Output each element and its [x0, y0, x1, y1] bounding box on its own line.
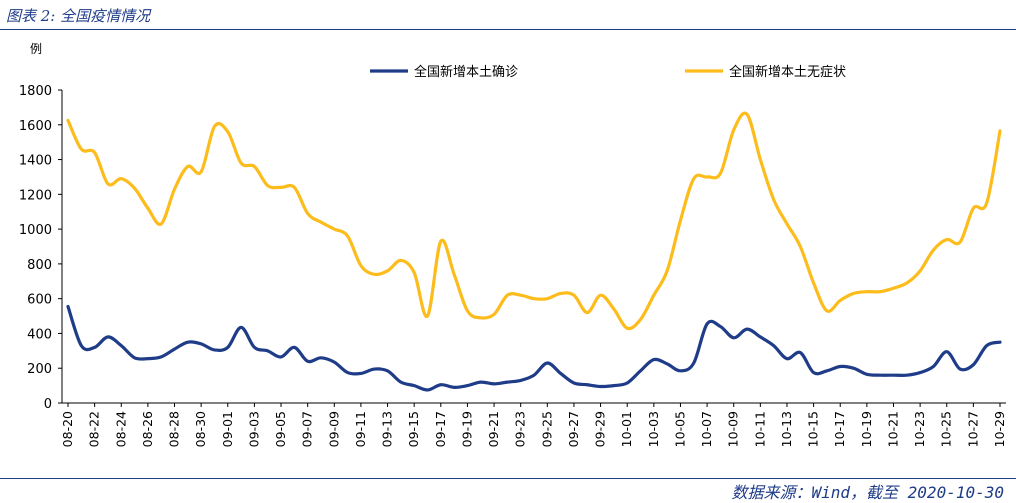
y-tick-label: 600: [27, 293, 52, 308]
x-tick-label: 10-19: [859, 411, 874, 447]
y-tick-label: 800: [27, 258, 52, 273]
x-tick-label: 10-11: [752, 411, 767, 447]
x-tick-label: 10-23: [912, 411, 927, 447]
x-tick-label: 09-11: [353, 411, 368, 447]
x-tick-label: 10-21: [885, 411, 900, 447]
x-tick-label: 08-26: [140, 411, 155, 447]
y-axis-label: 例: [30, 42, 42, 56]
x-tick-label: 08-20: [60, 411, 75, 447]
y-tick-label: 1000: [19, 223, 52, 238]
legend-label: 全国新增本土确诊: [414, 64, 518, 80]
legend-label: 全国新增本土无症状: [729, 64, 846, 80]
x-tick-label: 10-07: [699, 411, 714, 447]
x-tick-label: 10-27: [965, 411, 980, 447]
x-tick-label: 08-30: [193, 411, 208, 447]
y-tick-label: 1400: [19, 154, 52, 169]
series-line-0: [66, 304, 1002, 392]
x-tick-label: 10-13: [779, 411, 794, 447]
x-tick-label: 09-13: [380, 411, 395, 447]
x-tick-label: 10-17: [832, 411, 847, 447]
x-tick-label: 09-05: [273, 411, 288, 447]
x-tick-label: 09-07: [300, 411, 315, 447]
x-tick-label: 10-01: [619, 411, 634, 447]
y-tick-label: 1800: [19, 84, 52, 99]
header-divider: [0, 29, 1016, 30]
x-tick-label: 10-05: [672, 411, 687, 447]
footer-divider: [0, 478, 1016, 479]
x-tick-label: 09-25: [539, 411, 554, 447]
x-tick-label: 08-22: [87, 411, 102, 447]
x-tick-label: 10-25: [939, 411, 954, 447]
chart-title: 图表 2: 全国疫情情况: [6, 7, 151, 25]
x-tick-label: 09-17: [433, 411, 448, 447]
chart-header: 图表 2: 全国疫情情况: [0, 0, 1016, 30]
y-tick-label: 1200: [19, 188, 52, 203]
x-tick-label: 10-03: [646, 411, 661, 447]
x-axis: 08-20 08-22 08-24 08-26 08-28 08-30 09-01 09-03…: [60, 402, 1007, 447]
y-axis: 0 200 400 600 800 1000 1200 1400 1600 1800: [19, 84, 63, 412]
legend: 全国新增本土确诊 全国新增本土无症状: [370, 64, 846, 80]
y-tick-label: 200: [27, 362, 52, 377]
x-tick-label: 09-19: [459, 411, 474, 447]
line-chart: 例 全国新增本土确诊 全国新增本土无症状 0 200 400 600 800 1000 120…: [19, 42, 1007, 447]
y-tick-label: 0: [44, 397, 52, 412]
x-tick-label: 09-23: [513, 411, 528, 447]
x-tick-label: 09-29: [593, 411, 608, 447]
x-tick-label: 09-21: [486, 411, 501, 447]
y-tick-label: 1600: [19, 119, 52, 134]
data-source: 数据来源：Wind，截至 2020-10-30: [731, 483, 1005, 502]
x-tick-label: 09-09: [326, 411, 341, 447]
series-layer: [66, 111, 1002, 392]
x-tick-label: 09-27: [566, 411, 581, 447]
x-tick-label: 10-29: [992, 411, 1007, 447]
series-line-1: [66, 111, 1002, 331]
x-tick-label: 08-24: [113, 411, 128, 447]
x-tick-label: 09-01: [220, 411, 235, 447]
x-tick-label: 09-03: [246, 411, 261, 447]
x-tick-label: 09-15: [406, 411, 421, 447]
x-tick-label: 10-09: [726, 411, 741, 447]
y-tick-label: 400: [27, 327, 52, 342]
x-tick-label: 10-15: [806, 411, 821, 447]
x-tick-label: 08-28: [167, 411, 182, 447]
